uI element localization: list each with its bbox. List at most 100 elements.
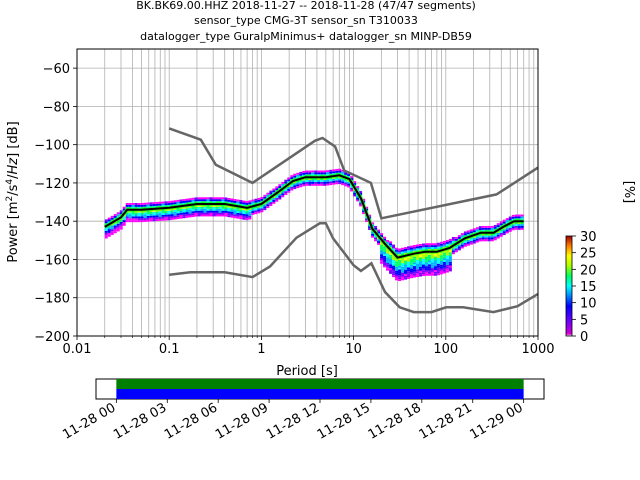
histogram-cell — [182, 214, 186, 217]
histogram-cell — [191, 215, 195, 217]
histogram-cell — [404, 258, 408, 261]
histogram-cell — [287, 179, 291, 182]
histogram-cell — [218, 197, 222, 200]
histogram-cell — [140, 202, 144, 205]
histogram-cell — [445, 253, 449, 256]
histogram-cell — [278, 186, 282, 188]
histogram-cell — [149, 219, 153, 222]
histogram-cell — [278, 184, 282, 187]
histogram-cell — [412, 264, 416, 267]
histogram-cell — [415, 257, 419, 260]
histogram-cell — [338, 180, 342, 183]
histogram-cell — [457, 244, 461, 247]
histogram-cell — [359, 191, 363, 193]
histogram-cell — [517, 216, 521, 219]
histogram-cell — [302, 184, 306, 187]
histogram-cell — [463, 242, 467, 245]
noise-model-low-line — [169, 222, 538, 314]
histogram-cell — [433, 243, 437, 246]
histogram-cell — [347, 181, 351, 184]
histogram-cell — [173, 215, 177, 218]
histogram-cell — [179, 212, 183, 215]
histogram-cell — [122, 206, 126, 209]
histogram-cell — [260, 196, 264, 199]
histogram-cell — [392, 248, 396, 251]
histogram-cell — [272, 190, 276, 193]
timeline-tick-label: 11-28 00 — [60, 400, 118, 442]
histogram-cell — [230, 200, 234, 203]
histogram-cell — [356, 199, 360, 202]
histogram-cell — [134, 216, 138, 219]
histogram-cell — [475, 238, 479, 241]
histogram-cell — [206, 212, 210, 215]
histogram-cell — [427, 269, 431, 272]
histogram-cell — [230, 211, 234, 214]
histogram-cell — [248, 209, 252, 212]
histogram-cell — [484, 237, 488, 240]
histogram-cell — [212, 208, 216, 211]
histogram-cell — [209, 214, 213, 217]
y-tick-label: −100 — [34, 139, 70, 154]
histogram-cell — [368, 228, 372, 230]
x-tick-label: 1 — [257, 342, 265, 357]
histogram-cell — [508, 218, 512, 221]
histogram-cell — [407, 267, 410, 270]
histogram-cell — [314, 181, 318, 184]
histogram-cell — [442, 258, 446, 261]
histogram-cell — [221, 206, 225, 209]
histogram-cell — [230, 213, 234, 216]
histogram-cell — [418, 255, 422, 258]
histogram-cell — [218, 210, 222, 213]
histogram-cell — [412, 248, 416, 251]
histogram-cell — [359, 202, 363, 205]
histogram-cell — [401, 266, 405, 269]
histogram-cell — [421, 243, 425, 246]
histogram-cell — [418, 270, 422, 273]
histogram-cell — [350, 176, 354, 179]
histogram-cell — [137, 204, 141, 207]
histogram-cell — [110, 229, 114, 232]
histogram-cell — [487, 225, 491, 228]
histogram-cell — [242, 212, 246, 214]
histogram-cell — [299, 181, 303, 184]
histogram-cell — [275, 199, 279, 202]
histogram-cell — [119, 212, 123, 215]
histogram-cell — [392, 244, 396, 247]
histogram-cell — [439, 253, 443, 256]
histogram-cell — [395, 263, 399, 266]
histogram-cell — [520, 214, 524, 217]
histogram-cell — [427, 245, 431, 248]
histogram-cell — [392, 256, 396, 258]
histogram-cell — [275, 197, 279, 200]
histogram-cell — [389, 245, 393, 248]
histogram-cell — [448, 256, 452, 259]
histogram-cell — [430, 266, 434, 269]
histogram-cell — [269, 202, 273, 204]
histogram-cell — [191, 197, 195, 200]
histogram-cell — [344, 184, 348, 187]
histogram-cell — [433, 256, 437, 259]
histogram-cell — [203, 212, 207, 215]
histogram-cell — [245, 214, 249, 217]
histogram-cell — [266, 206, 270, 209]
histogram-cell — [421, 258, 425, 261]
histogram-cell — [401, 261, 405, 264]
y-tick-label: −180 — [34, 292, 70, 307]
histogram-cell — [377, 242, 381, 245]
histogram-cell — [170, 210, 174, 213]
histogram-cell — [212, 212, 216, 215]
histogram-cell — [362, 198, 366, 201]
histogram-cell — [374, 237, 378, 240]
histogram-cell — [389, 260, 393, 263]
histogram-cell — [128, 218, 132, 221]
histogram-cell — [224, 208, 228, 211]
histogram-cell — [436, 271, 440, 274]
histogram-cell — [263, 196, 267, 199]
histogram-cell — [454, 250, 458, 253]
histogram-cell — [412, 271, 416, 274]
histogram-cell — [371, 235, 375, 238]
histogram-cell — [514, 225, 518, 228]
histogram-cell — [341, 181, 345, 184]
histogram-cell — [290, 184, 294, 187]
histogram-cell — [487, 237, 491, 240]
